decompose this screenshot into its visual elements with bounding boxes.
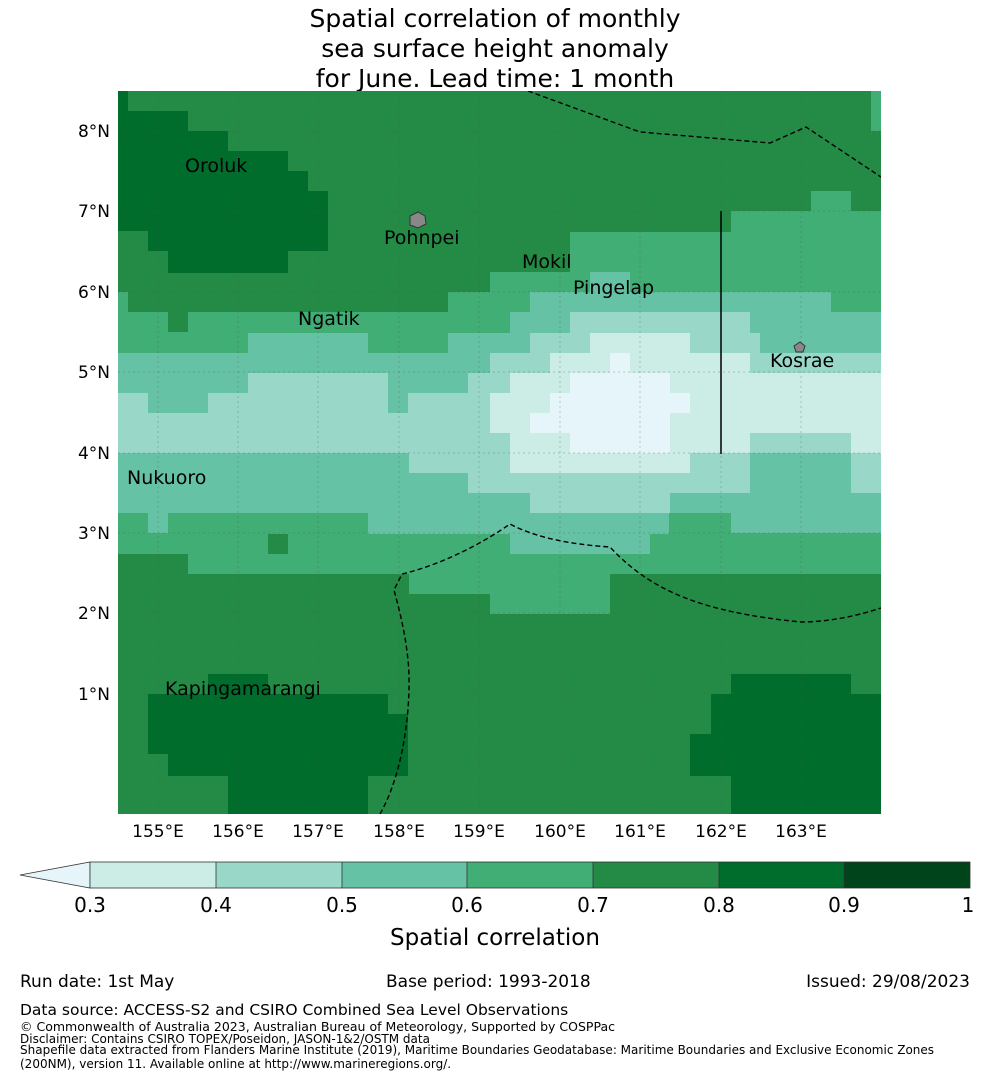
colorbar-swatch xyxy=(216,862,342,888)
disclaimer: Disclaimer: Contains CSIRO TOPEX/Poseido… xyxy=(20,1032,430,1046)
place-label-kosrae: Kosrae xyxy=(770,350,834,372)
colorbar-label: Spatial correlation xyxy=(390,925,600,951)
colorbar-swatch xyxy=(90,862,216,888)
latitude-tick-labels: 1°N 2°N 3°N 4°N 5°N 6°N 7°N 8°N xyxy=(78,122,110,705)
base-period: Base period: 1993-2018 xyxy=(386,972,591,992)
lat-tick-label: 6°N xyxy=(78,283,110,303)
shapefile-credit: Shapefile data extracted from Flanders M… xyxy=(20,1043,935,1071)
place-label-ngatik: Ngatik xyxy=(298,308,360,330)
place-label-kapingamarangi: Kapingamarangi xyxy=(165,678,321,700)
kosrae-island-shape xyxy=(793,341,806,353)
place-label-nukuoro: Nukuoro xyxy=(127,467,206,489)
correlation-field xyxy=(118,91,881,814)
eez-boundaries xyxy=(379,91,881,814)
colorbar-extend-arrow xyxy=(19,861,91,889)
lon-tick-label: 163°E xyxy=(775,822,827,842)
colorbar-swatch xyxy=(467,862,593,888)
title-line-1: Spatial correlation of monthly xyxy=(309,4,681,33)
colorbar-tick-label: 0.6 xyxy=(451,893,483,917)
colorbar-swatch xyxy=(844,862,970,888)
colorbar-tick-label: 0.7 xyxy=(577,893,609,917)
lon-tick-label: 155°E xyxy=(132,822,184,842)
issued-date: Issued: 29/08/2023 xyxy=(806,972,970,992)
colorbar-tick-label: 1 xyxy=(962,893,975,917)
title-line-3: for June. Lead time: 1 month xyxy=(315,64,675,93)
colorbar-swatch xyxy=(342,862,467,888)
place-label-pingelap: Pingelap xyxy=(573,277,654,299)
lat-tick-label: 3°N xyxy=(78,524,110,544)
colorbar-tick-label: 0.4 xyxy=(200,893,232,917)
lon-tick-label: 161°E xyxy=(614,822,666,842)
lat-tick-label: 5°N xyxy=(78,363,110,383)
lon-tick-label: 157°E xyxy=(292,822,344,842)
map-title: Spatial correlation of monthly sea surfa… xyxy=(0,4,990,94)
lon-tick-label: 160°E xyxy=(534,822,586,842)
colorbar-tick-label: 0.9 xyxy=(828,893,860,917)
colorbar-tick-label: 0.3 xyxy=(74,893,106,917)
colorbar-tick-label: 0.8 xyxy=(703,893,735,917)
lat-tick-label: 8°N xyxy=(78,122,110,142)
lon-tick-label: 158°E xyxy=(373,822,425,842)
colorbar-swatch xyxy=(593,862,719,888)
title-line-2: sea surface height anomaly xyxy=(321,34,669,63)
lon-tick-label: 156°E xyxy=(212,822,264,842)
run-date: Run date: 1st May xyxy=(20,972,175,992)
pohnpei-island-shape xyxy=(409,211,427,229)
colorbar-swatch xyxy=(719,862,844,888)
lon-tick-label: 159°E xyxy=(453,822,505,842)
graticule xyxy=(118,91,881,814)
place-label-pohnpei: Pohnpei xyxy=(384,227,460,249)
lat-tick-label: 2°N xyxy=(78,604,110,624)
colorbar: 0.3 0.4 0.5 0.6 0.7 0.8 0.9 1 Spatial co… xyxy=(19,861,975,951)
place-label-oroluk: Oroluk xyxy=(185,155,247,177)
lat-tick-label: 4°N xyxy=(78,444,110,464)
lat-tick-label: 7°N xyxy=(78,202,110,222)
longitude-tick-labels: 155°E 156°E 157°E 158°E 159°E 160°E 161°… xyxy=(132,822,827,842)
colorbar-tick-label: 0.5 xyxy=(326,893,358,917)
lat-tick-label: 1°N xyxy=(78,685,110,705)
place-label-mokil: Mokil xyxy=(522,251,572,273)
lon-tick-label: 162°E xyxy=(695,822,747,842)
data-source: Data source: ACCESS-S2 and CSIRO Combine… xyxy=(20,1001,569,1019)
copyright-notice: © Commonwealth of Australia 2023, Austra… xyxy=(20,1019,615,1034)
